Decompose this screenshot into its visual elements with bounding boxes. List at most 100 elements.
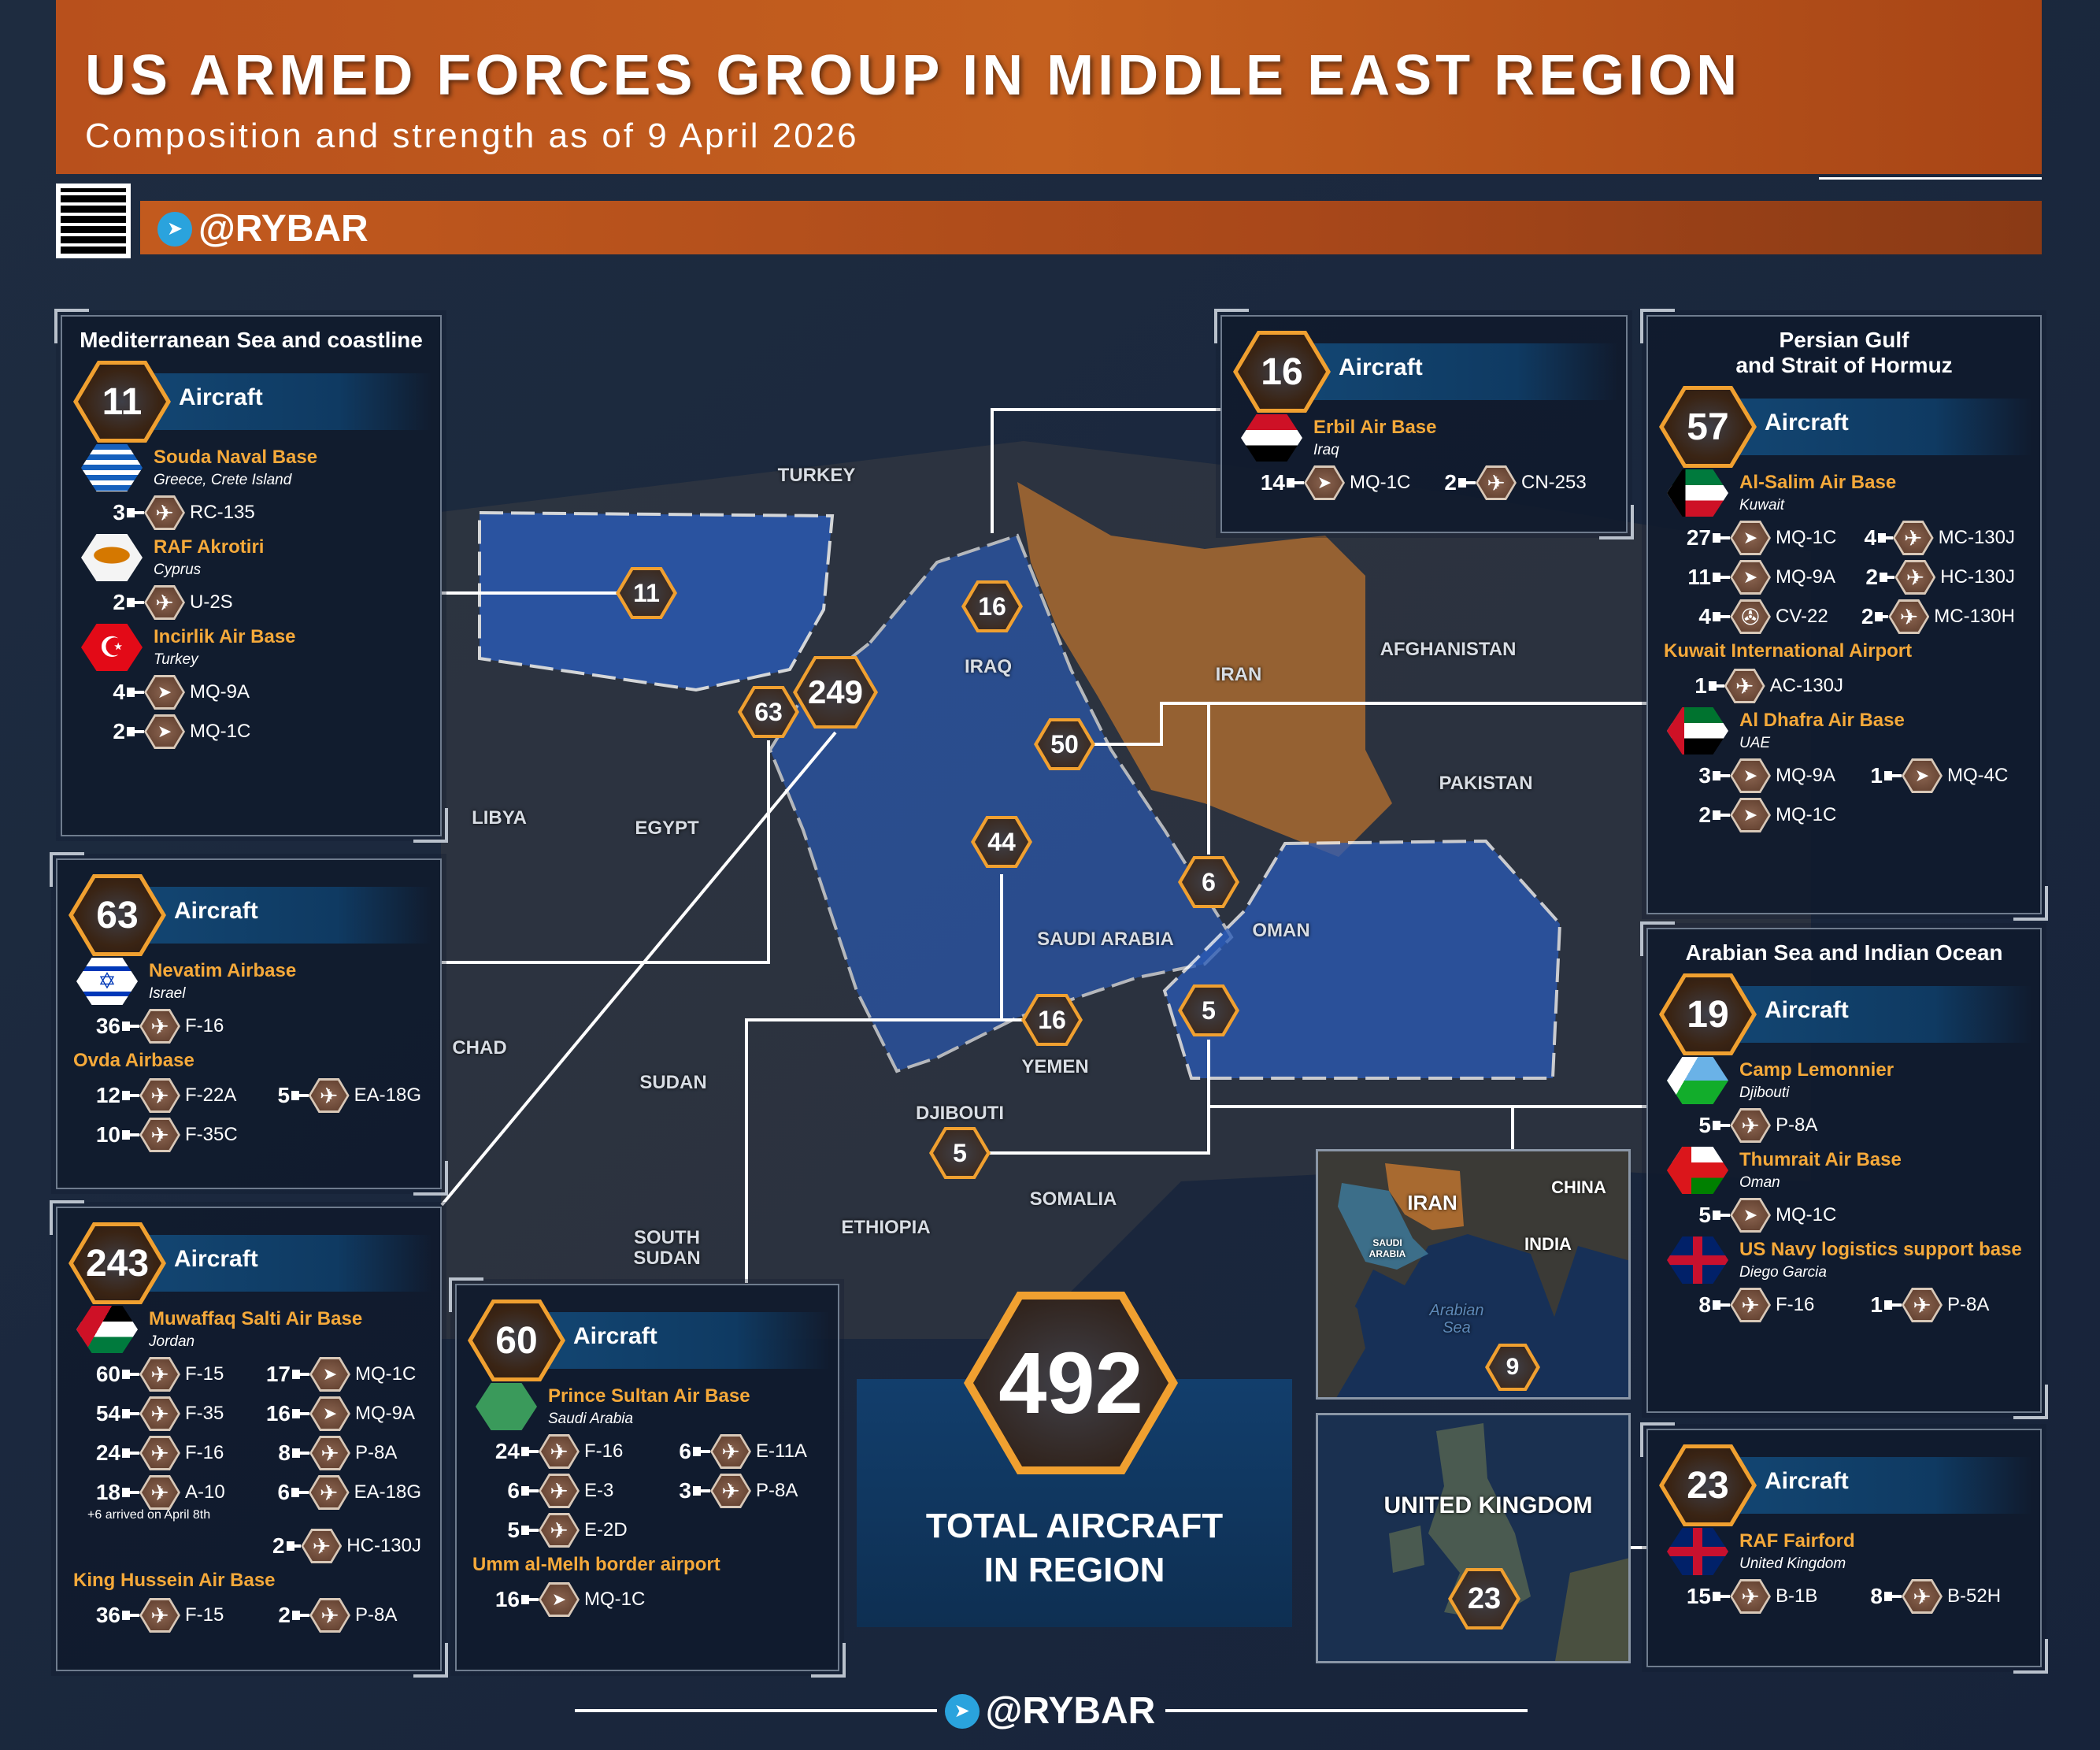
map-marker[interactable]: 50 bbox=[1034, 718, 1095, 770]
aircraft-entry: 4 ➤ MQ-9A bbox=[86, 675, 256, 710]
attack-icon: ✈ bbox=[139, 1475, 180, 1510]
aircraft-row: 18 ✈ A-10 +6 arrived on April 8th 6 ✈ EA-18G bbox=[81, 1474, 440, 1522]
airliner-glyph: ✈ bbox=[312, 1438, 348, 1468]
connector bbox=[1879, 573, 1895, 582]
aircraft-model: EA-18G bbox=[354, 1481, 421, 1503]
base-text: Erbil Air Base Iraq bbox=[1313, 417, 1437, 459]
map-marker-count: 63 bbox=[742, 689, 795, 735]
aircraft-entry: 2 ✈ P-8A bbox=[251, 1598, 421, 1633]
header-bar bbox=[1706, 986, 2032, 1043]
aircraft-model: MQ-9A bbox=[355, 1403, 416, 1424]
base-text: Prince Sultan Air Base Saudi Arabia bbox=[548, 1385, 750, 1428]
qr-code[interactable] bbox=[56, 184, 131, 258]
aircraft-model: HC-130J bbox=[1940, 566, 2015, 588]
base-ovda-airbase: Ovda Airbase bbox=[73, 1047, 440, 1074]
connector bbox=[292, 1409, 309, 1418]
aircraft-quantity: 3 bbox=[1698, 763, 1711, 788]
awacs-icon: ✈ bbox=[539, 1513, 580, 1548]
aircraft-label: Aircraft bbox=[174, 898, 258, 924]
connector bbox=[1884, 1592, 1902, 1601]
aircraft-entry: 24 ✈ F-16 bbox=[480, 1434, 652, 1469]
base-text: Souda Naval Base Greece, Crete Island bbox=[154, 447, 317, 489]
connector bbox=[122, 1409, 139, 1418]
aircraft-label: Aircraft bbox=[1765, 410, 1849, 436]
connector bbox=[1458, 478, 1476, 488]
flag-iraq-icon bbox=[1241, 414, 1302, 462]
map-marker-count: 5 bbox=[933, 1130, 987, 1176]
aircraft-count: 63 bbox=[73, 878, 161, 952]
aircraft-model: RC-135 bbox=[190, 502, 255, 523]
aircraft-model: HC-130J bbox=[346, 1535, 421, 1556]
map-label: OMAN bbox=[1252, 921, 1309, 941]
connector bbox=[122, 1021, 139, 1031]
base-text: Camp Lemonnier Djibouti bbox=[1739, 1059, 1894, 1102]
connector bbox=[521, 1595, 539, 1604]
transport-icon: ✈ bbox=[1724, 669, 1765, 703]
base-erbil-air-base: Erbil Air Base Iraq bbox=[1241, 414, 1626, 462]
footer-brand-link[interactable]: @RYBAR bbox=[985, 1690, 1156, 1732]
connector bbox=[1884, 771, 1902, 780]
connector bbox=[1713, 612, 1730, 621]
aircraft-quantity: 15 bbox=[1686, 1584, 1711, 1608]
jet-glyph: ✈ bbox=[142, 1011, 178, 1041]
flag-uae-icon bbox=[1667, 707, 1728, 755]
map-marker[interactable]: 5 bbox=[929, 1127, 991, 1179]
connector bbox=[1713, 771, 1730, 780]
inset-map-arabian-sea bbox=[1316, 1149, 1631, 1400]
drone-icon: ➤ bbox=[1304, 465, 1345, 500]
map-label-line: SUDAN bbox=[639, 1072, 707, 1093]
connector bbox=[122, 1611, 139, 1620]
map-marker[interactable]: 11 bbox=[616, 567, 677, 619]
flag-saudi-icon bbox=[476, 1383, 537, 1430]
inset-label: CHINA bbox=[1551, 1178, 1606, 1197]
airliner-icon: ✈ bbox=[1902, 1288, 1943, 1322]
transport-icon: ✈ bbox=[1892, 521, 1934, 555]
transport-icon: ✈ bbox=[301, 1529, 343, 1563]
map-marker[interactable]: 63 bbox=[738, 686, 799, 738]
map-label-line: IRAN bbox=[1215, 664, 1262, 685]
base-raf-fairford: RAF Fairford United Kingdom bbox=[1667, 1528, 2040, 1575]
connector bbox=[1884, 1300, 1902, 1310]
drone-glyph: ➤ bbox=[1732, 761, 1769, 791]
base-name: Erbil Air Base bbox=[1313, 417, 1437, 438]
connector bbox=[693, 1486, 710, 1496]
aircraft-entry: 54 ✈ F-35 bbox=[81, 1396, 251, 1431]
jet-glyph: ✈ bbox=[142, 1120, 178, 1150]
inset-label: SAUDI ARABIA bbox=[1369, 1237, 1406, 1259]
connector bbox=[292, 1448, 309, 1458]
brand-link[interactable]: @RYBAR bbox=[198, 208, 369, 250]
aircraft-model: E-3 bbox=[584, 1480, 614, 1501]
aircraft-model: P-8A bbox=[355, 1442, 398, 1463]
map-marker[interactable]: 16 bbox=[1021, 994, 1083, 1046]
map-marker[interactable]: 6 bbox=[1178, 856, 1239, 908]
aircraft-count-badge: 23 bbox=[1659, 1444, 1757, 1526]
aircraft-quantity: 1 bbox=[1694, 673, 1707, 698]
aircraft-row: 36 ✈ F-16 bbox=[81, 1008, 440, 1044]
base-king-hussein-air-base: King Hussein Air Base bbox=[73, 1567, 440, 1594]
map-marker[interactable]: 5 bbox=[1178, 984, 1239, 1036]
aircraft-entry: 14 ➤ MQ-1C bbox=[1246, 465, 1417, 500]
inset-marker[interactable]: 23 bbox=[1448, 1568, 1520, 1630]
base-text: Al Dhafra Air Base UAE bbox=[1739, 710, 1905, 752]
aircraft-count: 11 bbox=[78, 365, 166, 439]
aircraft-quantity: 4 bbox=[1864, 525, 1877, 550]
aircraft-row: 24 ✈ F-16 6 ✈ E-11A bbox=[480, 1433, 838, 1470]
map-marker[interactable]: 16 bbox=[961, 580, 1023, 632]
connector bbox=[291, 1488, 309, 1497]
map-label: EGYPT bbox=[635, 818, 698, 839]
aircraft-entry: 4 ✇ CV-22 bbox=[1672, 599, 1843, 634]
base-location: Iraq bbox=[1313, 442, 1339, 458]
aircraft-quantity: 17 bbox=[265, 1362, 291, 1386]
aircraft-count: 243 bbox=[73, 1226, 161, 1300]
jet-glyph: ✈ bbox=[541, 1437, 577, 1466]
flag-turkey-icon: ☪ bbox=[81, 624, 143, 671]
aircraft-row: 3 ✈ RC-135 bbox=[86, 495, 440, 531]
flag-israel-icon: ✡ bbox=[76, 958, 138, 1005]
inset-label-line: CHINA bbox=[1551, 1177, 1606, 1197]
aircraft-model: F-16 bbox=[584, 1440, 624, 1462]
map-marker[interactable]: 44 bbox=[971, 816, 1032, 868]
jet-icon: ✈ bbox=[1730, 1288, 1771, 1322]
aircraft-row: 2 ✈ U-2S bbox=[86, 584, 440, 621]
aircraft-entry: 17 ➤ MQ-1C bbox=[251, 1357, 421, 1392]
aircraft-entry: 2 ✈ HC-130J bbox=[251, 1529, 421, 1563]
